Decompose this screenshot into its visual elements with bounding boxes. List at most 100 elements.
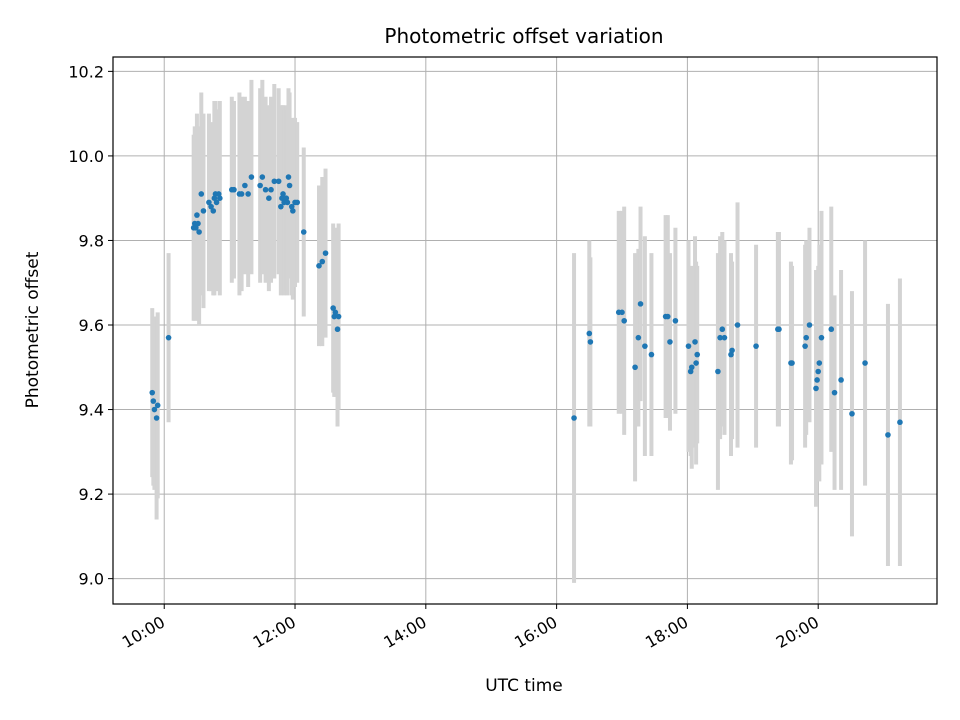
data-point [268, 186, 274, 193]
data-point [586, 330, 593, 337]
data-point [215, 191, 222, 197]
data-point [279, 195, 285, 201]
data-point [334, 326, 341, 333]
data-point [632, 364, 638, 371]
data-point [816, 360, 823, 366]
data-point [694, 351, 701, 358]
data-point [693, 360, 699, 366]
data-point [332, 309, 339, 316]
data-point [814, 377, 820, 383]
data-point [619, 309, 625, 316]
data-point [286, 182, 293, 189]
data-point [231, 186, 237, 193]
data-point [803, 334, 810, 341]
data-point [728, 351, 734, 358]
data-point [897, 419, 903, 426]
data-point [248, 174, 255, 180]
data-point [642, 343, 648, 349]
data-point [330, 305, 336, 311]
data-point [831, 389, 838, 396]
data-point [259, 174, 266, 180]
data-point [813, 385, 819, 392]
data-point [789, 360, 795, 366]
data-point [151, 406, 158, 413]
data-point [331, 313, 338, 320]
data-point [849, 410, 855, 417]
data-point [838, 377, 844, 383]
data-point [284, 199, 291, 206]
data-point [719, 326, 726, 333]
y-tick-label: 9.4 [79, 401, 104, 420]
data-point [290, 208, 296, 214]
data-point [194, 212, 200, 218]
data-points [149, 174, 903, 438]
y-tick-label: 9.8 [79, 231, 104, 250]
data-point [208, 203, 214, 210]
data-point [288, 203, 295, 210]
data-point [195, 220, 201, 227]
data-point [667, 339, 673, 345]
data-point [280, 191, 286, 197]
data-point [271, 178, 278, 185]
data-point [278, 203, 284, 210]
x-axis-title: UTC time [485, 676, 563, 696]
data-point [266, 195, 272, 201]
data-point [806, 322, 813, 328]
data-point [802, 343, 808, 349]
data-point [717, 334, 723, 341]
data-point [316, 263, 322, 269]
data-point [217, 195, 223, 201]
data-point [635, 334, 642, 341]
plot-frame [112, 56, 938, 605]
y-tick-label: 9.6 [79, 316, 104, 335]
data-point [587, 339, 594, 345]
data-point [335, 313, 342, 320]
data-point [257, 182, 263, 189]
data-point [213, 199, 220, 206]
data-point [672, 317, 679, 324]
data-point [687, 368, 694, 375]
data-point [729, 347, 735, 354]
data-point [862, 360, 868, 366]
data-point [210, 208, 217, 214]
y-tick-label: 10.0 [68, 147, 104, 166]
y-tick-label: 10.2 [68, 62, 104, 81]
data-point [154, 402, 161, 409]
chart-title: Photometric offset variation [384, 24, 663, 48]
y-tick-label: 9.0 [79, 570, 104, 589]
data-point [300, 229, 307, 235]
data-point [685, 343, 692, 349]
data-point [242, 182, 248, 189]
data-point [211, 195, 218, 201]
data-point [648, 351, 655, 358]
data-point [294, 199, 301, 206]
data-point [734, 322, 741, 328]
data-point [621, 317, 627, 324]
y-axis-ticks: 9.0 9.2 9.4 9.6 9.8 10.0 10.2 [68, 62, 113, 589]
data-point [322, 250, 329, 256]
data-point [150, 398, 157, 404]
data-point [262, 186, 269, 193]
data-point [275, 178, 282, 185]
data-point [885, 432, 891, 438]
data-point [153, 415, 160, 421]
data-point [193, 224, 199, 231]
data-point [196, 229, 202, 235]
data-point [637, 301, 644, 307]
data-point [285, 174, 292, 180]
data-point [206, 199, 212, 206]
data-point [283, 195, 290, 201]
y-axis-title: Photometric offset [23, 251, 43, 408]
data-point [319, 258, 326, 265]
data-point [818, 334, 825, 341]
data-point [721, 334, 728, 341]
data-point [776, 326, 782, 333]
data-point [238, 191, 245, 197]
grid-lines [113, 57, 937, 604]
data-point [149, 389, 156, 396]
data-point [753, 343, 759, 349]
data-point [200, 208, 207, 214]
data-point [245, 191, 251, 197]
